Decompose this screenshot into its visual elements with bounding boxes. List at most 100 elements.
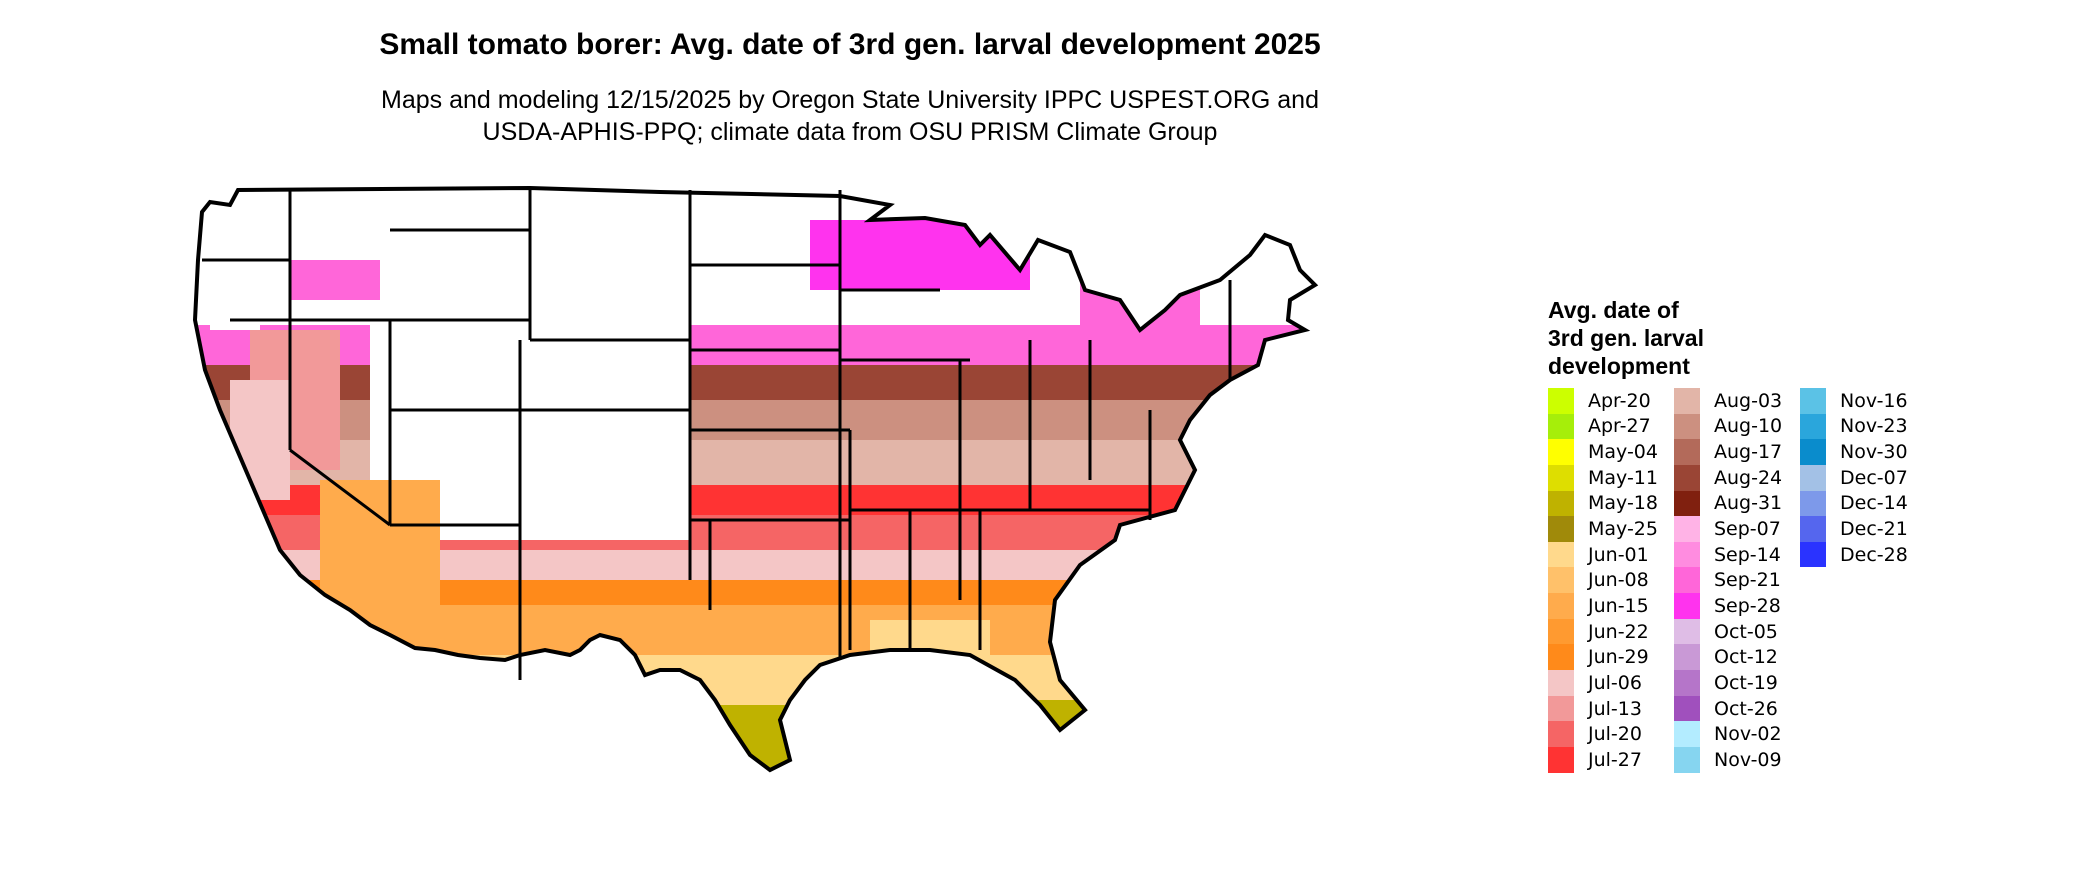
legend-swatch [1548,490,1574,517]
legend-label: Jul-06 [1588,671,1642,694]
legend-column-3: Nov-16 Nov-23 Nov-30 Dec-07 Dec-14 Dec-21 Dec-… [1800,388,1908,568]
legend-swatch [1674,541,1700,568]
legend-label: Aug-24 [1714,466,1783,489]
legend-label: May-18 [1588,492,1658,515]
legend-item: Jul-06 [1548,670,1658,696]
legend-label: May-25 [1588,518,1658,541]
legend-item: May-25 [1548,516,1658,542]
legend-swatch [1800,464,1826,491]
legend-item: Dec-07 [1800,464,1908,491]
legend-item: Oct-05 [1674,618,1782,645]
legend-label: Dec-07 [1840,466,1908,489]
legend-label: Jun-08 [1588,569,1649,592]
legend-swatch [1800,439,1826,465]
legend-item: May-18 [1548,490,1658,517]
legend-swatch [1674,439,1700,465]
legend-item: Jun-01 [1548,541,1658,568]
legend-swatch [1674,567,1700,594]
legend-label: Apr-27 [1588,415,1651,438]
legend-item: Sep-14 [1674,541,1782,568]
map-title: Small tomato borer: Avg. date of 3rd gen… [379,28,1321,61]
legend-item: Jun-08 [1548,567,1658,594]
legend-item: Apr-20 [1548,388,1658,414]
legend-label: Jul-20 [1588,723,1642,746]
legend-swatch [1548,644,1574,671]
legend-column-1: Apr-20 Apr-27 May-04 May-11 May-18 May-25 Jun-… [1548,388,1658,773]
legend-swatch [1548,413,1574,440]
legend-item: Aug-17 [1674,439,1782,465]
legend-item: Aug-31 [1674,490,1782,517]
legend-label: Jun-22 [1588,620,1649,643]
legend-swatch [1674,721,1700,747]
legend-label: Aug-17 [1714,441,1783,464]
legend-title-line: Avg. date of [1548,297,1679,323]
legend-label: Sep-07 [1714,518,1781,541]
legend-label: Oct-12 [1714,646,1778,669]
legend-column-2: Aug-03 Aug-10 Aug-17 Aug-24 Aug-31 Sep-07 Sep-… [1674,388,1782,773]
legend-item: Oct-19 [1674,670,1782,696]
legend-label: Apr-20 [1588,389,1651,412]
legend-item: Sep-28 [1674,593,1782,619]
legend-item: Apr-27 [1548,413,1658,440]
legend-label: Oct-19 [1714,671,1778,694]
legend-swatch [1800,388,1826,414]
legend-swatch [1548,695,1574,722]
legend-swatch [1548,721,1574,747]
legend-label: Sep-14 [1714,543,1781,566]
legend-label: Nov-30 [1840,441,1908,464]
legend-swatch [1674,746,1700,773]
legend-label: Jul-13 [1588,697,1642,720]
legend-swatch [1674,593,1700,619]
legend-item: Oct-12 [1674,644,1782,671]
legend-swatch [1548,670,1574,696]
legend-item: May-11 [1548,464,1658,491]
legend-item: Nov-09 [1674,746,1782,773]
legend-item: Dec-14 [1800,490,1908,517]
legend-label: Aug-03 [1714,389,1783,412]
legend-label: Dec-28 [1840,543,1908,566]
legend-swatch [1548,388,1574,414]
legend-label: May-04 [1588,441,1658,464]
legend-item: May-04 [1548,439,1658,465]
map-subtitle-line-2: USDA-APHIS-PPQ; climate data from OSU PR… [482,118,1218,146]
legend-label: May-11 [1588,466,1658,489]
legend-swatch [1548,464,1574,491]
legend-item: Sep-07 [1674,516,1782,542]
legend-item: Nov-23 [1800,413,1908,440]
legend-swatch [1548,439,1574,465]
legend-item: Nov-16 [1800,388,1908,414]
legend-label: Dec-21 [1840,518,1908,541]
legend-item: Sep-21 [1674,567,1782,594]
legend-swatch [1674,516,1700,542]
legend-label: Nov-23 [1840,415,1908,438]
legend-item: Dec-21 [1800,516,1908,542]
legend-swatch [1548,567,1574,594]
legend-item: Nov-02 [1674,721,1782,747]
legend-swatch [1800,490,1826,517]
legend-swatch [1674,618,1700,645]
legend-swatch [1674,670,1700,696]
legend-label: Jun-29 [1588,646,1649,669]
legend-swatch [1548,541,1574,568]
legend-item: Jun-22 [1548,618,1658,645]
legend-item: Jul-20 [1548,721,1658,747]
legend-label: Aug-10 [1714,415,1783,438]
legend-swatch [1548,618,1574,645]
legend-item: Aug-24 [1674,464,1783,491]
legend-swatch [1674,388,1700,414]
legend-swatch [1548,746,1574,773]
legend-label: Dec-14 [1840,492,1908,515]
legend-item: Nov-30 [1800,439,1908,465]
legend-swatch [1800,541,1826,568]
legend-item: Dec-28 [1800,541,1908,568]
legend-swatch [1674,695,1700,722]
legend-swatch [1674,464,1700,491]
legend-item: Oct-26 [1674,695,1782,722]
legend-item: Jul-27 [1548,746,1658,773]
legend-label: Nov-16 [1840,389,1908,412]
legend-swatch [1548,516,1574,542]
legend-title-line: 3rd gen. larval [1548,325,1704,351]
legend-swatch [1548,593,1574,619]
legend-label: Sep-28 [1714,594,1781,617]
legend-label: Jun-01 [1588,543,1649,566]
